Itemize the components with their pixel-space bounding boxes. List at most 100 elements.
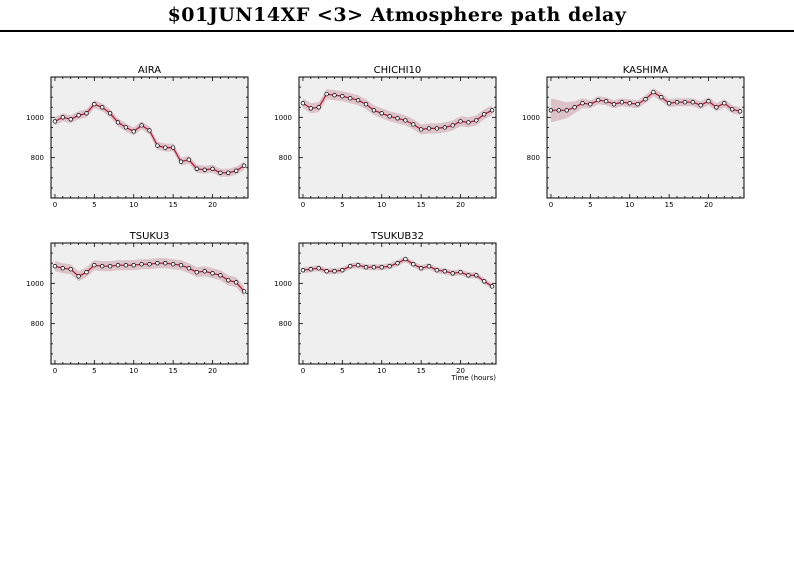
data-point (722, 101, 727, 106)
data-point (308, 106, 313, 111)
x-axis-label: Time (hours) (451, 374, 497, 382)
data-point (564, 108, 569, 113)
data-point (395, 116, 400, 121)
data-point (348, 96, 353, 101)
data-point (379, 265, 384, 270)
data-point (466, 120, 471, 125)
data-point (403, 256, 408, 262)
data-point (371, 265, 377, 270)
data-point (363, 102, 369, 107)
data-point (619, 100, 625, 105)
data-point (706, 99, 711, 104)
data-point (155, 143, 160, 148)
x-tick-label: 0 (549, 201, 553, 209)
data-point (442, 269, 447, 274)
data-point (355, 98, 361, 103)
data-point (100, 105, 105, 110)
x-tick-label: 5 (340, 367, 344, 375)
data-point (147, 262, 152, 267)
x-tick-label: 5 (340, 201, 344, 209)
x-tick-label: 20 (456, 201, 465, 209)
data-point (332, 93, 337, 98)
title-rule (0, 30, 794, 32)
data-point (450, 123, 455, 128)
data-point (155, 261, 160, 266)
data-point (411, 122, 416, 127)
y-tick-label: 1000 (522, 114, 540, 122)
data-point (737, 109, 743, 114)
data-point (363, 265, 369, 270)
data-point (556, 108, 561, 113)
data-point (76, 274, 81, 279)
data-point (666, 101, 672, 106)
data-point (139, 262, 144, 267)
data-point (474, 273, 479, 278)
data-point (426, 264, 432, 269)
data-point (458, 270, 463, 275)
data-point (107, 264, 113, 269)
panel-title: AIRA (138, 65, 161, 76)
data-point (210, 166, 215, 171)
data-point (332, 269, 337, 274)
data-point (316, 105, 321, 110)
data-point (170, 145, 176, 150)
data-point (178, 263, 184, 268)
error-band (302, 89, 493, 135)
y-tick-label: 800 (279, 154, 292, 162)
data-point (92, 263, 97, 268)
data-point (300, 101, 306, 106)
x-tick-label: 0 (53, 367, 57, 375)
data-point (194, 270, 199, 275)
plot-area (547, 77, 744, 198)
data-point (131, 263, 136, 268)
x-tick-label: 15 (665, 201, 674, 209)
data-point (84, 111, 89, 116)
data-point (651, 89, 656, 95)
error-band (54, 100, 245, 177)
panel-aira: 0 5 10 15 20 800 1000 AIRA (26, 65, 249, 209)
data-point (371, 108, 377, 113)
panel-chichi10: 0 5 10 15 20 800 1000 CHICHI10 (274, 65, 497, 209)
y-tick-label: 800 (31, 154, 44, 162)
data-point (548, 108, 554, 113)
panel-tsukub32: 0 5 10 15 20 800 1000 TSUKUB32 Time (hours) (274, 231, 497, 382)
data-point (107, 111, 113, 116)
y-tick-label: 1000 (26, 114, 44, 122)
data-point (324, 269, 329, 274)
x-tick-label: 15 (417, 367, 426, 375)
data-point (68, 117, 73, 122)
x-tick-label: 10 (129, 367, 138, 375)
data-point (489, 108, 495, 113)
data-point (170, 262, 176, 267)
x-tick-label: 20 (456, 367, 465, 375)
data-point (395, 261, 400, 266)
page-title: $01JUN14XF <3> Atmosphere path delay (167, 4, 627, 26)
data-point (131, 129, 136, 134)
data-point (643, 97, 648, 102)
data-point (379, 111, 384, 116)
data-point (627, 101, 632, 106)
x-tick-label: 15 (417, 201, 426, 209)
y-tick-label: 800 (279, 320, 292, 328)
data-point (241, 163, 247, 168)
data-point (202, 269, 207, 274)
data-point (450, 271, 455, 276)
x-tick-label: 0 (53, 201, 57, 209)
plot-area (51, 77, 248, 198)
data-point (324, 91, 329, 97)
data-point (178, 159, 184, 164)
data-point (115, 263, 121, 268)
data-point (635, 102, 640, 107)
panel-title: TSUKUB32 (370, 231, 424, 242)
x-tick-label: 0 (301, 201, 305, 209)
x-tick-label: 10 (625, 201, 634, 209)
data-point (442, 125, 447, 130)
data-point (340, 268, 345, 273)
data-point (482, 279, 487, 284)
x-tick-label: 5 (588, 201, 592, 209)
data-point (434, 268, 440, 273)
data-point (698, 103, 703, 108)
data-point (596, 98, 601, 103)
x-tick-label: 10 (129, 201, 138, 209)
x-tick-label: 0 (301, 367, 305, 375)
